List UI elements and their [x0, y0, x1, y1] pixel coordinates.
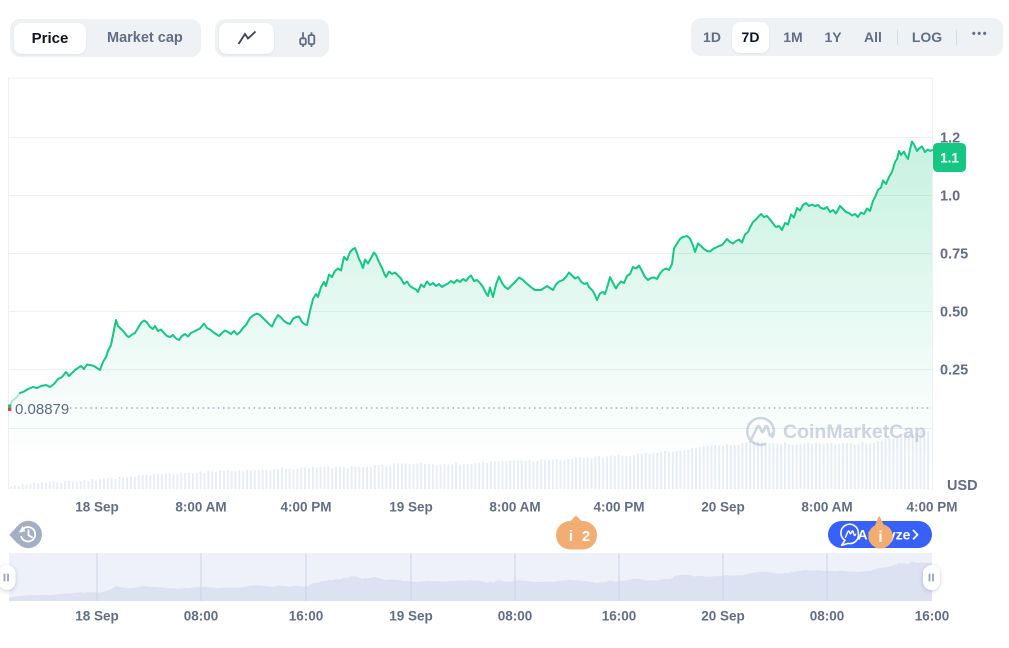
svg-text:8:00 AM: 8:00 AM [175, 500, 226, 515]
svg-text:20 Sep: 20 Sep [701, 609, 745, 624]
svg-text:08:00: 08:00 [810, 609, 845, 624]
svg-text:USD: USD [947, 478, 978, 494]
svg-text:4:00 PM: 4:00 PM [906, 500, 957, 515]
svg-text:8:00 AM: 8:00 AM [801, 500, 852, 515]
svg-text:i: i [569, 528, 573, 545]
svg-text:8:00 AM: 8:00 AM [489, 500, 540, 515]
svg-text:08:00: 08:00 [498, 609, 533, 624]
svg-text:i: i [878, 529, 882, 546]
svg-text:1.1: 1.1 [940, 151, 959, 166]
svg-text:19 Sep: 19 Sep [389, 500, 433, 515]
svg-text:0.75: 0.75 [940, 247, 968, 263]
svg-text:16:00: 16:00 [289, 609, 324, 624]
svg-text:20 Sep: 20 Sep [701, 500, 745, 515]
svg-text:19 Sep: 19 Sep [389, 609, 433, 624]
svg-text:1.0: 1.0 [940, 189, 960, 205]
svg-text:1.2: 1.2 [940, 131, 960, 147]
svg-text:0.25: 0.25 [940, 363, 968, 379]
svg-text:4:00 PM: 4:00 PM [593, 500, 644, 515]
svg-text:16:00: 16:00 [602, 609, 637, 624]
svg-text:18 Sep: 18 Sep [75, 609, 119, 624]
svg-text:0.08879: 0.08879 [15, 401, 69, 418]
svg-text:18 Sep: 18 Sep [75, 500, 119, 515]
svg-text:4:00 PM: 4:00 PM [280, 500, 331, 515]
svg-text:2: 2 [582, 528, 590, 545]
svg-text:0.50: 0.50 [940, 305, 968, 321]
svg-text:16:00: 16:00 [915, 609, 950, 624]
svg-text:08:00: 08:00 [184, 609, 219, 624]
